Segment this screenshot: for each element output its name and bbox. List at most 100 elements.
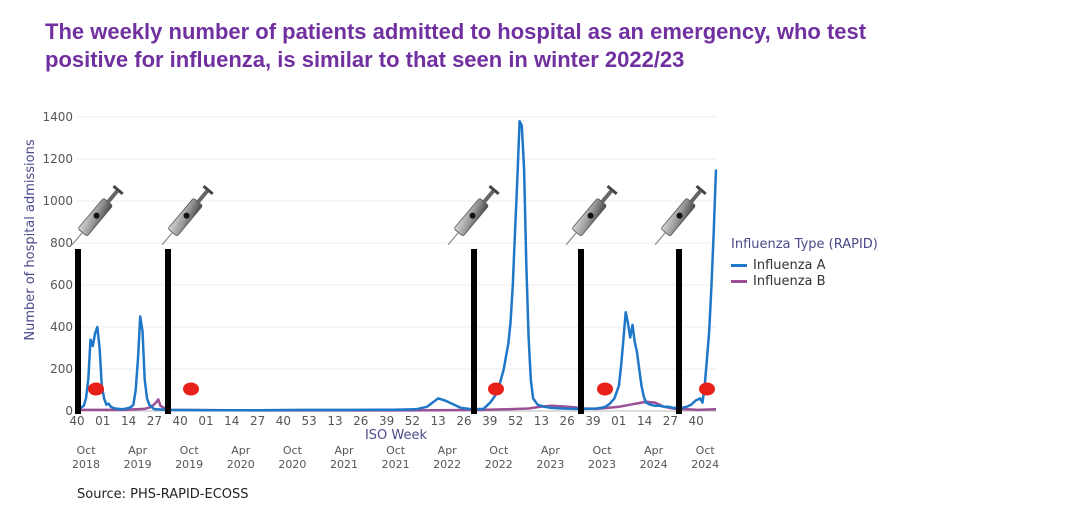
x-tick-label: 14 (637, 414, 652, 428)
x-date-month: Oct (386, 444, 406, 457)
syringe-plunger-cap (112, 184, 124, 196)
x-tick-label: 27 (250, 414, 265, 428)
x-date-month: Apr (644, 444, 664, 457)
x-tick-label: 40 (276, 414, 291, 428)
syringe-plunger-cap (202, 184, 214, 196)
x-date-month: Apr (231, 444, 251, 457)
x-date-month: Oct (76, 444, 96, 457)
red-season-marker (88, 382, 104, 396)
y-tick-labels: 0 200 400 600 800 1000 1200 1400 (42, 110, 73, 418)
x-tick-label: 13 (327, 414, 342, 428)
syringe-icon (565, 184, 618, 246)
x-date-year: 2018 (72, 458, 100, 471)
legend-label-influenza-a: Influenza A (753, 258, 826, 273)
legend-item-influenza-b[interactable]: Influenza B (731, 274, 826, 289)
x-tick-label: 40 (173, 414, 188, 428)
season-marker-bar (471, 249, 477, 414)
legend-item-influenza-a[interactable]: Influenza A (731, 258, 826, 273)
x-tick-label: 14 (121, 414, 136, 428)
x-date-month: Apr (128, 444, 148, 457)
syringe-plunger-cap (488, 184, 500, 196)
source-note: Source: PHS-RAPID-ECOSS (77, 487, 249, 502)
legend-swatch-influenza-a (731, 264, 747, 267)
syringe-highlight (93, 212, 100, 219)
legend-label-influenza-b: Influenza B (753, 274, 826, 289)
syringe-highlight (469, 212, 476, 219)
x-date-year: 2024 (691, 458, 719, 471)
x-tick-label: 01 (611, 414, 626, 428)
x-tick-label: 01 (198, 414, 213, 428)
syringe-icon (654, 184, 707, 246)
x-tick-label: 26 (353, 414, 368, 428)
y-tick-label: 800 (50, 236, 73, 250)
x-date-year: 2019 (124, 458, 152, 471)
x-tick-label: 52 (508, 414, 523, 428)
x-date-month: Oct (696, 444, 716, 457)
x-date-year: 2019 (175, 458, 203, 471)
x-tick-label: 40 (689, 414, 704, 428)
syringe-icon (161, 184, 214, 246)
season-marker-bar (75, 249, 81, 414)
x-tick-label: 26 (560, 414, 575, 428)
x-date-year: 2022 (485, 458, 513, 471)
legend-title: Influenza Type (RAPID) (731, 237, 878, 252)
x-tick-label: 40 (69, 414, 84, 428)
y-tick-label: 0 (65, 404, 73, 418)
legend-swatch-influenza-b (731, 280, 747, 283)
x-tick-label: 13 (534, 414, 549, 428)
x-date-month: Oct (283, 444, 303, 457)
x-tick-label: 27 (147, 414, 162, 428)
syringe-plunger-rod (482, 189, 495, 204)
syringe-plunger-cap (606, 184, 618, 196)
y-tick-label: 400 (50, 320, 73, 334)
syringe-icon (71, 184, 124, 246)
x-tick-label: 39 (585, 414, 600, 428)
x-date-month: Apr (541, 444, 561, 457)
syringe-plunger-cap (695, 184, 707, 196)
x-date-month: Apr (438, 444, 458, 457)
season-marker-bar (165, 249, 171, 414)
syringe-needle (565, 232, 577, 246)
chart-title-line2: positive for influenza, is similar to th… (45, 47, 685, 72)
series-line-influenza-b (77, 398, 717, 412)
x-tick-label: 53 (302, 414, 317, 428)
x-date-year: 2021 (382, 458, 410, 471)
syringe-highlight (183, 212, 190, 219)
syringe-highlight (676, 212, 683, 219)
series-line-influenza-a (76, 119, 718, 412)
chart-title: The weekly number of patients admitted t… (45, 18, 1045, 74)
x-tick-label: 26 (456, 414, 471, 428)
x-tick-label: 14 (224, 414, 239, 428)
x-date-year: 2023 (588, 458, 616, 471)
red-season-marker (183, 382, 199, 396)
x-date-month: Oct (180, 444, 200, 457)
season-marker-bar (676, 249, 682, 414)
x-tick-label: 01 (95, 414, 110, 428)
x-tick-label: 13 (431, 414, 446, 428)
red-season-marker (488, 382, 504, 396)
y-gridlines (77, 116, 716, 412)
syringe-needle (71, 232, 83, 246)
syringe-icon (447, 184, 500, 246)
chart-title-line1: The weekly number of patients admitted t… (45, 19, 867, 44)
x-date-month: Oct (592, 444, 612, 457)
x-axis-title: ISO Week (365, 428, 428, 443)
x-tick-label: 39 (379, 414, 394, 428)
red-season-marker (597, 382, 613, 396)
season-marker-bar (578, 249, 584, 414)
season-overlays (71, 184, 715, 414)
x-tick-label: 39 (482, 414, 497, 428)
x-date-year: 2023 (536, 458, 564, 471)
red-season-marker (699, 382, 715, 396)
x-date-year: 2021 (330, 458, 358, 471)
x-tick-label: 27 (663, 414, 678, 428)
x-tick-labels: 40 01 14 27 40 01 14 27 40 53 13 26 39 52 13 26 39 52 13 26… (69, 414, 703, 428)
syringe-plunger-rod (600, 189, 613, 204)
x-date-month: Oct (489, 444, 509, 457)
x-tick-label: 52 (405, 414, 420, 428)
series-lines (76, 119, 718, 412)
x-date-year: 2020 (227, 458, 255, 471)
x-date-month: Apr (334, 444, 354, 457)
x-date-year: 2020 (278, 458, 306, 471)
